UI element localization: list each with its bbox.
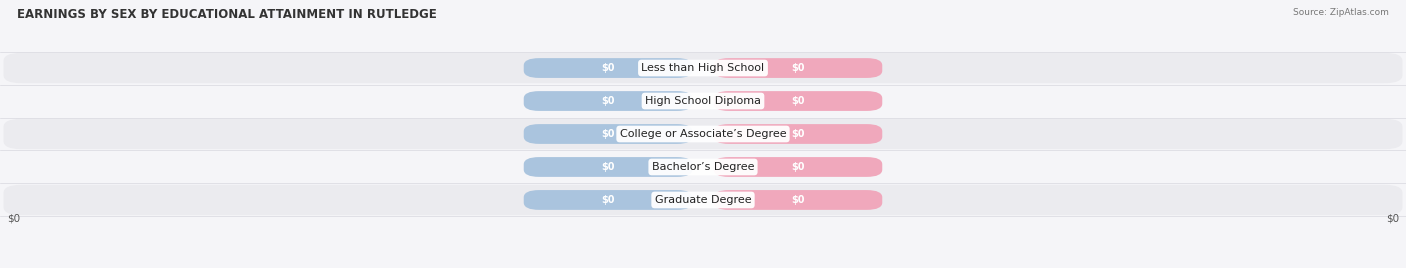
FancyBboxPatch shape (524, 91, 693, 111)
Text: $0: $0 (602, 129, 614, 139)
Text: $0: $0 (792, 195, 804, 205)
Text: $0: $0 (602, 96, 614, 106)
Text: $0: $0 (792, 63, 804, 73)
Text: Source: ZipAtlas.com: Source: ZipAtlas.com (1294, 8, 1389, 17)
Text: $0: $0 (602, 195, 614, 205)
Text: $0: $0 (792, 96, 804, 106)
FancyBboxPatch shape (713, 190, 883, 210)
FancyBboxPatch shape (524, 190, 693, 210)
Text: High School Diploma: High School Diploma (645, 96, 761, 106)
FancyBboxPatch shape (4, 53, 1402, 83)
Text: $0: $0 (7, 213, 20, 223)
FancyBboxPatch shape (4, 152, 1402, 182)
FancyBboxPatch shape (4, 185, 1402, 215)
Text: $0: $0 (792, 162, 804, 172)
FancyBboxPatch shape (713, 124, 883, 144)
FancyBboxPatch shape (524, 157, 693, 177)
Text: $0: $0 (602, 162, 614, 172)
Text: Bachelor’s Degree: Bachelor’s Degree (652, 162, 754, 172)
Text: Graduate Degree: Graduate Degree (655, 195, 751, 205)
FancyBboxPatch shape (4, 86, 1402, 116)
FancyBboxPatch shape (713, 58, 883, 78)
Text: $0: $0 (792, 129, 804, 139)
FancyBboxPatch shape (524, 124, 693, 144)
FancyBboxPatch shape (4, 119, 1402, 149)
Text: $0: $0 (602, 63, 614, 73)
Text: Less than High School: Less than High School (641, 63, 765, 73)
Text: EARNINGS BY SEX BY EDUCATIONAL ATTAINMENT IN RUTLEDGE: EARNINGS BY SEX BY EDUCATIONAL ATTAINMEN… (17, 8, 437, 21)
Text: $0: $0 (1386, 213, 1399, 223)
Text: College or Associate’s Degree: College or Associate’s Degree (620, 129, 786, 139)
FancyBboxPatch shape (713, 91, 883, 111)
FancyBboxPatch shape (524, 58, 693, 78)
FancyBboxPatch shape (713, 157, 883, 177)
